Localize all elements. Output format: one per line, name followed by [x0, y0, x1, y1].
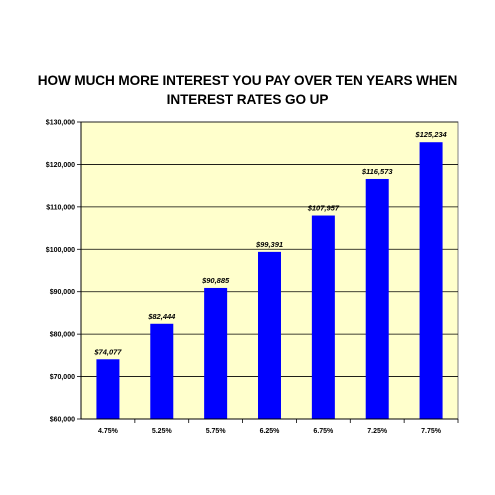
x-tick-label: 7.75%	[421, 428, 442, 435]
x-tick-label: 4.75%	[98, 428, 119, 435]
data-label: $82,444	[147, 312, 176, 321]
chart-title-line-2: INTEREST RATES GO UP	[166, 92, 329, 107]
bar	[204, 287, 228, 419]
y-tick-label: $120,000	[46, 162, 75, 169]
bar	[311, 215, 335, 419]
y-tick-label: $70,000	[50, 374, 75, 381]
y-tick-label: $60,000	[50, 417, 75, 424]
y-tick-label: $110,000	[46, 204, 75, 211]
data-label: $107,957	[307, 204, 340, 213]
bar	[150, 323, 174, 419]
x-tick-label: 6.25%	[260, 428, 281, 435]
y-axis: $60,000 $70,000 $80,000 $90,000 $100,000 $110…	[46, 120, 82, 424]
data-labels: $74,077 $82,444 $90,885 $99,391 $107,957 $116…	[93, 130, 447, 356]
data-label: $90,885	[201, 276, 230, 285]
bar	[365, 178, 389, 419]
y-tick-label: $100,000	[46, 247, 75, 254]
data-label: $116,573	[361, 167, 394, 176]
data-label: $99,391	[255, 240, 283, 249]
x-tick-label: 5.75%	[206, 428, 227, 435]
x-tick-label: 6.75%	[313, 428, 334, 435]
x-tick-label: 5.25%	[152, 428, 173, 435]
bar	[258, 251, 281, 419]
x-axis: 4.75% 5.25% 5.75% 6.25% 6.75% 7.25% 7.75%	[81, 418, 459, 435]
y-tick-label: $80,000	[50, 332, 75, 339]
x-tick-label: 7.25%	[367, 428, 388, 435]
y-tick-label: $130,000	[46, 120, 75, 127]
data-label: $74,077	[93, 347, 122, 356]
bars	[96, 142, 443, 420]
chart-title-line-1: HOW MUCH MORE INTEREST YOU PAY OVER TEN …	[37, 73, 458, 88]
bar	[96, 359, 120, 419]
y-tick-label: $90,000	[50, 289, 75, 296]
data-label: $125,234	[414, 130, 447, 139]
chart-title: HOW MUCH MORE INTEREST YOU PAY OVER TEN …	[0, 71, 495, 109]
bar	[419, 142, 443, 420]
